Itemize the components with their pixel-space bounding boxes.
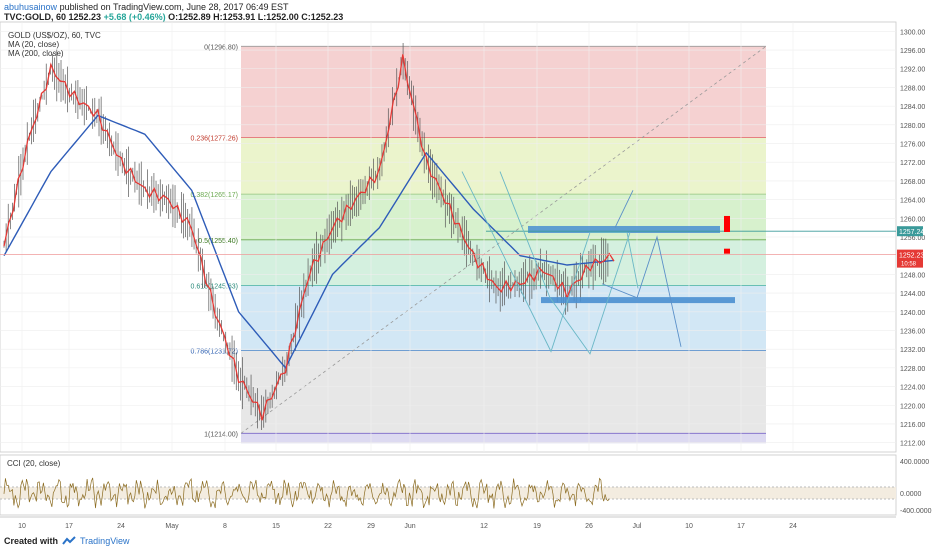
price-tick: 1264.00	[900, 198, 925, 205]
time-tick: 8	[223, 523, 227, 530]
ma20-line	[3, 54, 615, 421]
fib-label: 0.236(1277.26)	[191, 136, 238, 143]
ma20-path	[3, 54, 615, 421]
time-tick: Jun	[404, 523, 415, 530]
price-tick: 1240.00	[900, 310, 925, 317]
symbol-text: TVC:GOLD, 60	[4, 12, 67, 22]
resistance-tag: 1257.24	[899, 229, 924, 236]
time-tick: 29	[367, 523, 375, 530]
price-tick: 1248.00	[900, 272, 925, 279]
fib-label: 0.618(1245.63)	[191, 283, 238, 290]
fib-label: 0.786(1231.72)	[191, 348, 238, 355]
price-tick: 1212.00	[900, 441, 925, 448]
fib-band	[241, 433, 766, 444]
time-tick: 17	[737, 523, 745, 530]
ma20-legend: MA (20, close)	[8, 40, 60, 49]
price-axis: 1300.00 1296.00 1292.00 1288.00 1284.00 1280.…	[897, 29, 925, 448]
created-text: Created with	[4, 536, 59, 546]
time-tick: 24	[789, 523, 797, 530]
publish-line: abuhusainow published on TradingView.com…	[4, 2, 289, 13]
time-tick: 26	[585, 523, 593, 530]
projection-path-b	[499, 171, 631, 355]
price-tick: 1288.00	[900, 85, 925, 92]
price-label: 1252.23	[68, 12, 102, 22]
author-link[interactable]: abuhusainow	[4, 2, 58, 12]
price-tick: 1256.00	[900, 235, 925, 242]
price-tick: 1232.00	[900, 347, 925, 354]
price-tick: 1276.00	[900, 142, 925, 149]
grid-lines	[0, 21, 897, 453]
price-tick: 1296.00	[900, 48, 925, 55]
ma200-line	[3, 114, 615, 370]
current-price-tag: 1252.23	[899, 253, 924, 260]
fib-band	[241, 137, 766, 195]
candles	[3, 42, 609, 430]
symbol-line: TVC:GOLD, 60 1252.23 +5.68 (+0.46%) O:12…	[4, 12, 343, 23]
time-axis: 10 17 24 May 8 15 22 29 Jun 12 19 26 Jul 10 17 24	[0, 516, 896, 530]
time-tick: Jul	[633, 523, 642, 530]
time-tick: 10	[685, 523, 693, 530]
ohlc-text: O:1252.89 H:1253.91 L:1252.00 C:1252.23	[168, 12, 344, 22]
published-text: published on TradingView.com, June 28, 2…	[59, 2, 289, 12]
price-tick: 1224.00	[900, 385, 925, 392]
projection-path-c	[601, 235, 682, 347]
time-tick: 22	[324, 523, 332, 530]
time-tick: 12	[480, 523, 488, 530]
price-tick: 1236.00	[900, 328, 925, 335]
projection-path-a	[461, 171, 639, 353]
fib-label: 0.5(1255.40)	[198, 238, 238, 245]
price-tick: 1272.00	[900, 160, 925, 167]
fib-band	[241, 239, 766, 286]
price-tick: 1292.00	[900, 67, 925, 74]
time-tick: 17	[65, 523, 73, 530]
fib-label: 0(1296.80)	[204, 44, 238, 51]
ma200-path	[3, 114, 615, 370]
time-tick: 19	[533, 523, 541, 530]
time-tick: 10	[18, 523, 26, 530]
price-tick: 1280.00	[900, 123, 925, 130]
change-text: +5.68 (+0.46%)	[103, 12, 166, 22]
countdown-tag: 10:58	[901, 262, 917, 268]
projection-up-arrow	[614, 190, 634, 228]
cci-frame	[0, 454, 897, 516]
price-tick: 1268.00	[900, 179, 925, 186]
annotations	[0, 171, 896, 355]
price-tick: 1220.00	[900, 403, 925, 410]
cci-tick: -400.0000	[900, 508, 932, 515]
cci-band	[0, 487, 896, 499]
tradingview-logo-icon	[62, 536, 76, 545]
cci-tick: 400.0000	[900, 459, 929, 466]
symbol-legend: GOLD (US$/OZ), 60, TVC	[8, 31, 101, 40]
cci-legend: CCI (20, close)	[7, 459, 61, 468]
price-tick: 1228.00	[900, 366, 925, 373]
alert-dot	[724, 248, 730, 254]
resistance-box	[528, 225, 720, 233]
price-tick: 1284.00	[900, 104, 925, 111]
time-tick: May	[165, 523, 179, 530]
fib-label: 0.382(1265.17)	[191, 192, 238, 199]
current-price-tag-box	[897, 249, 923, 268]
support-box	[541, 297, 735, 304]
price-tick: 1300.00	[900, 29, 925, 36]
alert-bar	[724, 215, 730, 232]
fib-band	[241, 46, 766, 138]
price-tick: 1216.00	[900, 422, 925, 429]
time-tick: 24	[117, 523, 125, 530]
cci-tick: 0.0000	[900, 491, 922, 498]
resistance-tag-box	[897, 226, 923, 237]
cci-pane: 400.0000 0.0000 -400.0000	[0, 454, 932, 516]
cci-line	[3, 477, 610, 509]
ma200-legend: MA (200, close)	[8, 49, 64, 58]
price-tick: 1260.00	[900, 216, 925, 223]
price-tick: 1244.00	[900, 291, 925, 298]
time-tick: 15	[272, 523, 280, 530]
fib-band	[241, 285, 766, 351]
tradingview-brand[interactable]: TradingView	[80, 536, 130, 546]
footer: Created with TradingView	[4, 536, 130, 546]
fib-band	[241, 350, 766, 434]
fib-label: 1(1214.00)	[204, 431, 238, 438]
